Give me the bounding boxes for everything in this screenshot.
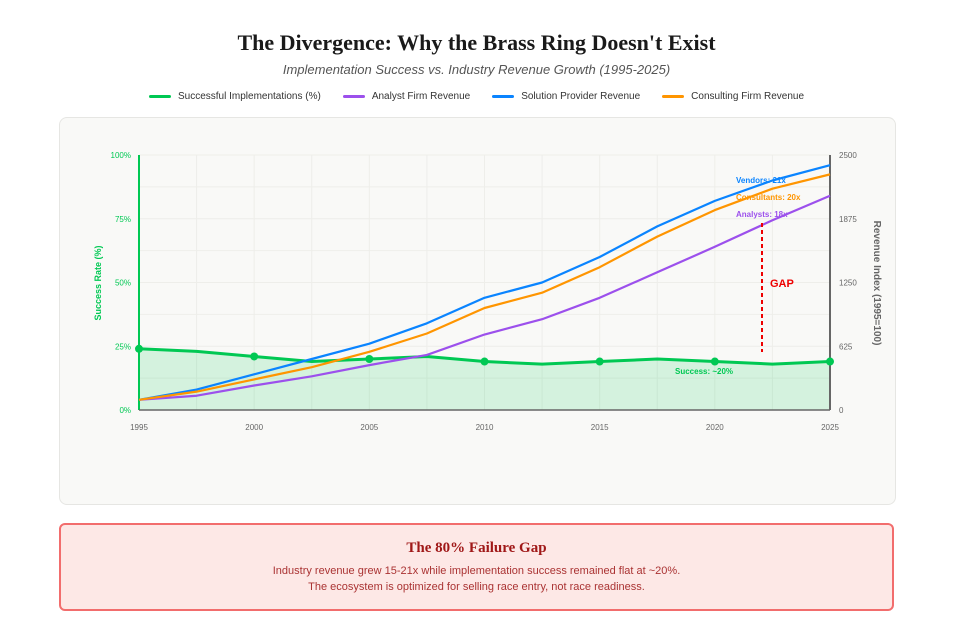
x-tick-label: 2010	[476, 423, 494, 432]
legend-label: Successful Implementations (%)	[177, 91, 321, 102]
legend-label: Analyst Firm Revenue	[371, 91, 471, 102]
success-point	[250, 352, 259, 361]
y-tick-label: 0%	[119, 406, 131, 415]
y-tick-label: 100%	[111, 151, 131, 160]
x-tick-label: 2005	[360, 423, 378, 432]
success-point	[365, 355, 374, 363]
x-tick-label: 1995	[130, 423, 148, 432]
legend-item: Consulting Firm Revenue	[662, 91, 804, 102]
legend-item: Solution Provider Revenue	[492, 91, 640, 102]
success-point	[826, 357, 834, 366]
vendors-annotation: Vendors: 21x	[736, 176, 786, 185]
y-axis-label: Success Rate (%)	[93, 245, 103, 320]
y2-axis-label: Revenue Index (1995=100)	[871, 221, 882, 346]
y-tick-label: 50%	[115, 279, 131, 288]
x-tick-label: 2000	[245, 423, 263, 432]
series-line-2	[138, 164, 831, 401]
success-annotation: Success: ~20%	[675, 367, 733, 376]
callout-line-2: The ecosystem is optimized for selling r…	[308, 581, 645, 593]
legend-label: Solution Provider Revenue	[521, 91, 641, 102]
legend: Successful Implementations (%) Analyst Fi…	[0, 91, 953, 102]
chart-title: The Divergence: Why the Brass Ring Doesn…	[237, 30, 716, 55]
x-tick-label: 2015	[591, 423, 609, 432]
series-line-1	[138, 194, 831, 401]
success-point	[480, 357, 489, 366]
x-tick-label: 2025	[821, 423, 839, 432]
y2-tick-label: 1250	[839, 279, 857, 288]
success-point	[710, 357, 719, 366]
legend-swatch	[662, 95, 685, 98]
callout-title: The 80% Failure Gap	[406, 540, 547, 556]
success-area	[139, 348, 830, 410]
failure-gap-callout: The 80% Failure Gap Industry revenue gre…	[59, 523, 894, 611]
legend-swatch	[342, 95, 365, 98]
legend-item: Successful Implementations (%)	[148, 91, 321, 102]
y2-tick-label: 2500	[839, 151, 857, 160]
legend-item: Analyst Firm Revenue	[342, 91, 471, 102]
y2-tick-label: 625	[839, 342, 853, 351]
x-tick-label: 2020	[706, 423, 724, 432]
callout-line-1: Industry revenue grew 15-21x while imple…	[272, 565, 681, 577]
legend-swatch	[148, 95, 171, 98]
y2-tick-label: 1875	[839, 215, 857, 224]
chart-subtitle: Implementation Success vs. Industry Reve…	[282, 62, 671, 77]
series-line-3	[138, 173, 831, 401]
y-tick-label: 75%	[115, 215, 131, 224]
y2-tick-label: 0	[839, 406, 844, 415]
gap-annotation: GAP	[770, 278, 794, 290]
y-tick-label: 25%	[115, 342, 131, 351]
legend-swatch	[492, 95, 515, 98]
legend-label: Consulting Firm Revenue	[691, 91, 804, 102]
success-point	[595, 357, 604, 366]
analysts-annotation: Analysts: 18x	[736, 210, 788, 219]
success-point	[135, 344, 143, 353]
consultants-annotation: Consultants: 20x	[736, 193, 801, 202]
